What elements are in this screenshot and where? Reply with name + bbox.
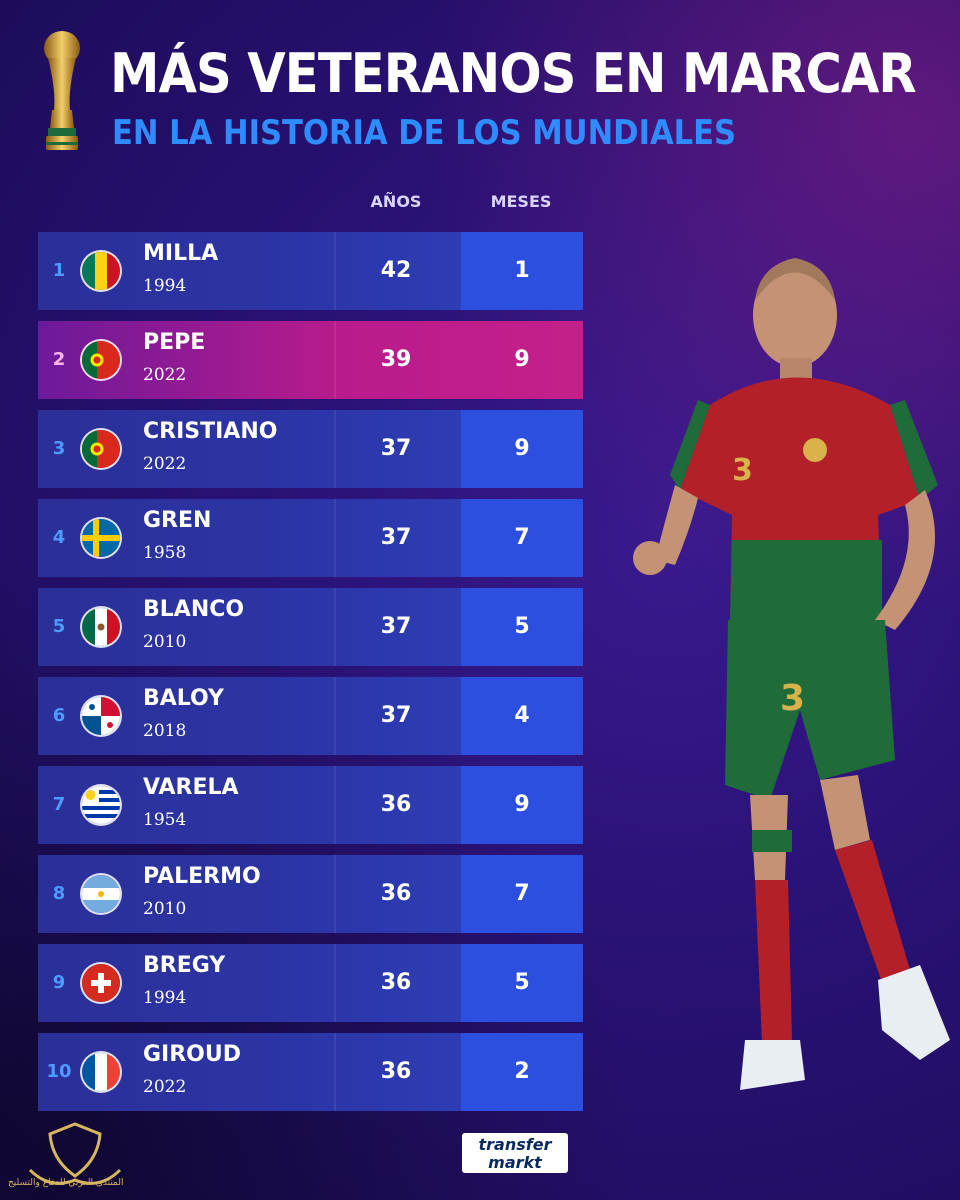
age-months: 9 [461,766,583,844]
age-years: 36 [380,970,412,995]
world-cup-year: 2022 [143,454,187,474]
column-divider [334,499,336,577]
mexico-flag-icon [82,608,120,646]
age-months: 5 [461,944,583,1022]
player-photo: 3 3 [633,258,950,1090]
player-name: BREGY [143,953,226,978]
player-name: VARELA [143,775,239,800]
column-divider [334,232,336,310]
rank-number: 3 [52,438,66,459]
sweden-flag-icon [82,519,120,557]
shorts-number: 3 [780,678,805,719]
world-cup-trophy-icon [44,31,80,150]
player-name: MILLA [143,241,219,266]
table-row: 2 PEPE 2022 39 9 [38,321,583,399]
world-cup-year: 1958 [143,543,187,563]
rank-number: 4 [52,527,66,548]
player-name: PALERMO [143,864,261,889]
forum-watermark-emblem [28,1122,122,1185]
age-years: 42 [380,258,412,283]
logo-line-2: markt [488,1153,542,1172]
rank-number: 2 [52,349,66,370]
world-cup-year: 2022 [143,365,187,385]
world-cup-year: 2010 [143,632,187,652]
column-header-months: MESES [490,192,552,211]
age-months: 9 [461,410,583,488]
column-divider [334,855,336,933]
page-subtitle: EN LA HISTORIA DE LOS MUNDIALES [112,113,737,153]
rank-number: 5 [52,616,66,637]
world-cup-year: 2018 [143,721,187,741]
age-months: 4 [461,677,583,755]
age-years: 37 [380,436,412,461]
age-months: 7 [461,499,583,577]
table-row: 5 BLANCO 2010 37 5 [38,588,583,666]
player-name: PEPE [143,330,206,355]
table-row: 8 PALERMO 2010 36 7 [38,855,583,933]
age-years: 36 [380,881,412,906]
transfermarkt-logo: transfer markt [462,1133,568,1173]
argentina-flag-icon [82,875,120,913]
world-cup-year: 1994 [143,988,187,1008]
age-years: 36 [380,792,412,817]
column-divider [334,1033,336,1111]
rank-number: 8 [52,883,66,904]
rank-number: 1 [52,260,66,281]
table-row: 10 GIROUD 2022 36 2 [38,1033,583,1111]
switzerland-flag-icon [82,964,120,1002]
age-months: 9 [514,347,530,372]
world-cup-year: 1954 [143,810,187,830]
player-name: BALOY [143,686,224,711]
player-name: GIROUD [143,1042,242,1067]
uruguay-flag-icon [82,786,120,824]
rank-number: 6 [52,705,66,726]
table-row: 3 CRISTIANO 2022 37 9 [38,410,583,488]
column-header-years: AÑOS [370,192,422,211]
column-divider [334,944,336,1022]
table-row: 7 VARELA 1954 36 9 [38,766,583,844]
age-months: 5 [461,588,583,666]
watermark-text: المنتدى العربي للدفاع والتسليح [8,1178,124,1188]
table-row: 4 GREN 1958 37 7 [38,499,583,577]
shirt-number: 3 [732,453,753,488]
logo-line-1: transfer [478,1135,552,1154]
player-name: BLANCO [143,597,245,622]
portugal-flag-icon [82,341,120,379]
column-divider [334,588,336,666]
cameroon-flag-icon [82,252,120,290]
player-name: CRISTIANO [143,419,278,444]
rank-number: 9 [52,972,66,993]
world-cup-year: 2022 [143,1077,187,1097]
age-years: 37 [380,525,412,550]
rank-number: 7 [52,794,66,815]
table-row: 1 MILLA 1994 42 1 [38,232,583,310]
rank-number: 10 [46,1061,72,1082]
table-row: 9 BREGY 1994 36 5 [38,944,583,1022]
page-title: MÁS VETERANOS EN MARCAR [110,42,917,105]
portugal-flag-icon [82,430,120,468]
age-months: 1 [461,232,583,310]
world-cup-year: 1994 [143,276,187,296]
age-months: 7 [461,855,583,933]
france-flag-icon [82,1053,120,1091]
age-years: 36 [380,1059,412,1084]
panama-flag-icon [82,697,120,735]
age-years: 37 [380,703,412,728]
age-years: 37 [380,614,412,639]
table-row: 6 BALOY 2018 37 4 [38,677,583,755]
column-divider [334,410,336,488]
column-divider [334,677,336,755]
player-name: GREN [143,508,212,533]
age-months: 2 [461,1033,583,1111]
world-cup-year: 2010 [143,899,187,919]
age-years: 39 [380,347,412,372]
column-divider [334,321,336,399]
column-divider [334,766,336,844]
